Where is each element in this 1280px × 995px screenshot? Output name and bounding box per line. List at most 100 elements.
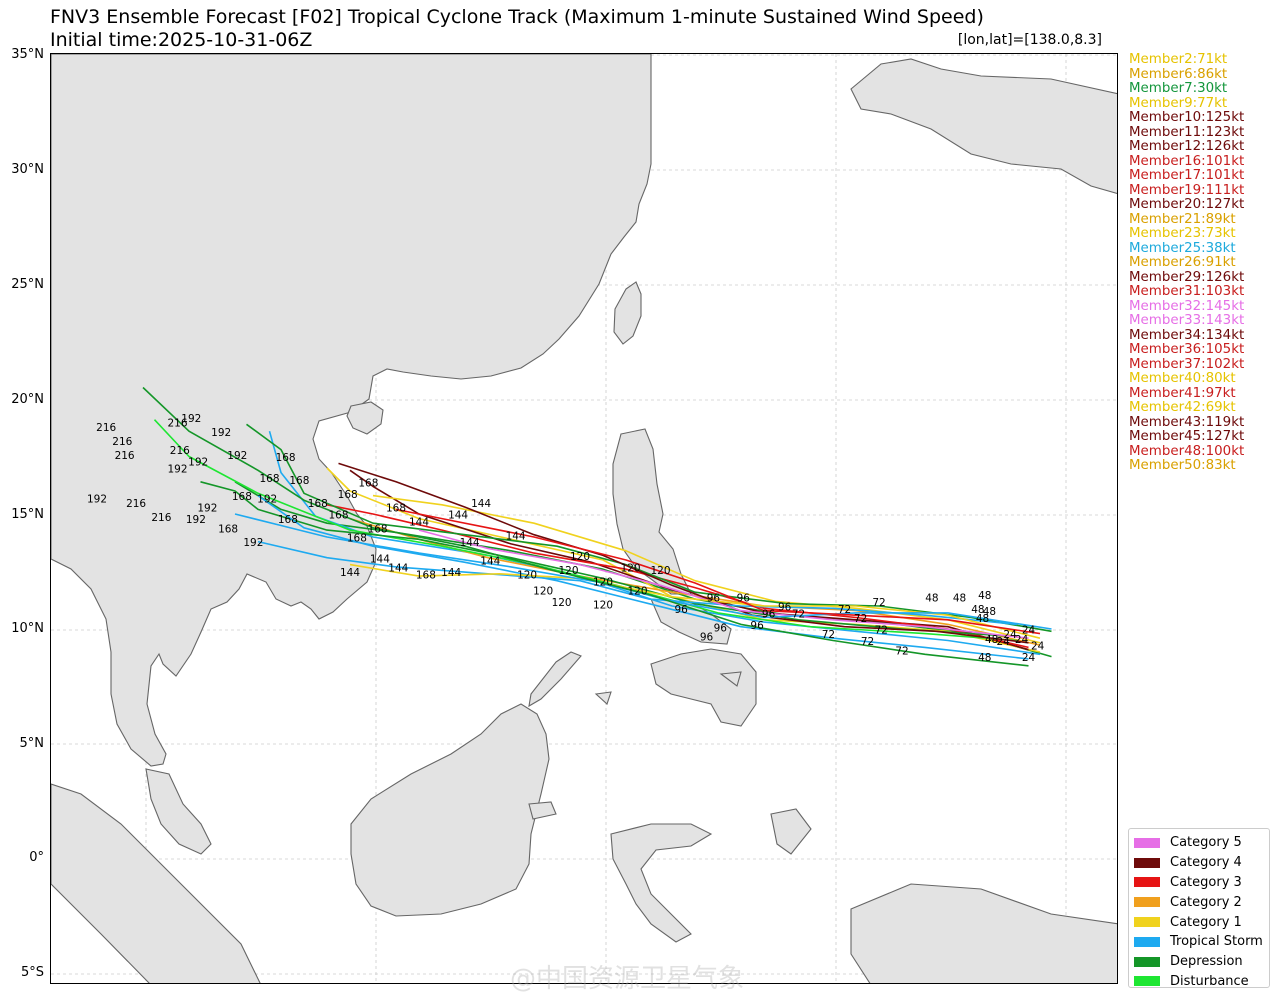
forecast-hour-label: 72 [861,636,874,648]
forecast-hour-label: 48 [925,592,938,604]
member-entry: Member10:125kt [1129,110,1245,125]
legend-swatch [1134,877,1160,888]
legend-label: Category 2 [1170,894,1242,910]
landmass [51,54,1117,983]
forecast-hour-label: 96 [737,592,751,604]
forecast-hour-label: 144 [471,498,491,510]
forecast-hour-label: 168 [338,489,358,501]
map-panel[interactable]: 48 48 48 48 48 48 48 48 24 24 24 24 24 24 72 72 72 72 72 72… [50,53,1118,984]
forecast-hour-label: 168 [416,569,436,581]
legend-swatch [1134,917,1160,928]
lat-label: 5°N [19,736,45,751]
track-line [142,386,1029,667]
legend-swatch [1134,897,1160,908]
track-line [200,481,1006,637]
cyclone-tracks [142,386,1052,667]
legend-item: Category 4 [1134,853,1269,873]
member-entry: Member7:30kt [1129,81,1228,96]
member-entry: Member37:102kt [1129,356,1245,372]
forecast-hour-label: 48 [978,590,991,602]
forecast-hour-label: 48 [983,606,996,618]
forecast-hour-label: 96 [707,592,721,604]
member-entry: Member11:123kt [1129,124,1245,140]
legend-item: Tropical Storm [1134,932,1269,952]
legend-swatch [1134,976,1160,987]
forecast-hour-label: 192 [197,503,217,515]
land-borneo [350,703,550,917]
legend-item: Category 1 [1134,912,1269,932]
forecast-hour-label: 120 [593,599,613,611]
forecast-hour-label: 192 [257,494,277,506]
forecast-hour-label: 96 [675,604,689,616]
forecast-hour-label: 216 [126,498,146,510]
member-entry: Member34:134kt [1129,327,1245,343]
lat-label: 35°N [11,47,44,62]
land-sulawesi [610,823,713,943]
legend-label: Depression [1170,954,1243,970]
forecast-hour-label: 168 [386,503,406,515]
track-line [257,494,1029,660]
legend-label: Disturbance [1170,973,1249,989]
member-entry: Member41:97kt [1129,385,1236,401]
member-entry: Member9:77kt [1129,95,1228,111]
member-entry: Member48:100kt [1129,443,1245,459]
forecast-hour-label: 168 [259,473,279,485]
legend-swatch [1134,857,1160,868]
forecast-hour-label: 168 [278,514,298,526]
forecast-hour-label: 144 [388,563,408,575]
forecast-hour-label: 120 [627,586,647,598]
forecast-hour-label: 168 [347,533,367,545]
forecast-hour-label: 216 [112,436,132,448]
forecast-hour-labels: 48 48 484848484848242424242424727272727272… [87,413,1045,664]
forecast-hour-label: 48 [971,604,984,616]
forecast-hour-label: 144 [460,537,480,549]
forecast-hour-label: 216 [96,422,116,434]
forecast-hour-label: 120 [517,569,537,581]
forecast-hour-label: 120 [552,597,572,609]
legend-item: Disturbance [1134,972,1269,992]
member-entry: Member42:69kt [1129,400,1236,415]
forecast-hour-label: 120 [570,551,590,563]
forecast-hour-label: 168 [289,475,309,487]
forecast-hour-label: 120 [533,586,553,598]
member-entry: Member16:101kt [1129,153,1245,169]
member-list: Member2:71kt Member6:86kt Member7:30kt Memb… [1129,52,1279,474]
forecast-hour-label: 72 [895,645,908,657]
forecast-hour-label: 48 [985,634,998,646]
land-halmahera [770,808,812,855]
forecast-hour-label: 24 [1015,634,1029,646]
forecast-hour-label: 168 [308,498,328,510]
forecast-hour-label: 192 [186,514,206,526]
forecast-hour-label: 24 [1031,641,1045,653]
lat-label: 30°N [11,162,44,177]
forecast-hour-label: 96 [778,602,792,614]
forecast-hour-label: 96 [750,620,764,632]
member-entry: Member40:80kt [1129,371,1236,386]
forecast-hour-label: 216 [115,450,135,462]
member-entry: Member25:38kt [1129,240,1236,256]
forecast-hour-label: 120 [621,563,641,575]
forecast-hour-label: 72 [875,625,888,637]
forecast-hour-label: 24 [997,636,1011,648]
forecast-hour-label: 192 [243,537,263,549]
member-entry: Member45:127kt [1129,429,1245,444]
forecast-hour-label: 192 [211,427,231,439]
lat-label: 15°N [11,507,44,522]
legend-swatch [1134,936,1160,947]
forecast-hour-label: 144 [370,553,390,565]
forecast-hour-label: 144 [506,530,526,542]
forecast-hour-label: 216 [170,445,190,457]
forecast-hour-label: 48 [976,613,989,625]
member-entry: Member36:105kt [1129,342,1245,357]
land-hainan [346,401,384,435]
member-entry: Member33:143kt [1129,313,1245,328]
land-mindanao [650,648,757,727]
forecast-hour-label: 144 [448,510,468,522]
forecast-hour-label: 96 [700,632,714,644]
chart-title: FNV3 Ensemble Forecast [F02] Tropical Cy… [50,6,984,28]
land-small-islands [528,671,742,820]
legend-label: Category 4 [1170,855,1242,871]
forecast-hour-label: 48 [953,592,966,604]
lat-label: 5°S [20,965,44,980]
legend-swatch [1134,837,1160,848]
